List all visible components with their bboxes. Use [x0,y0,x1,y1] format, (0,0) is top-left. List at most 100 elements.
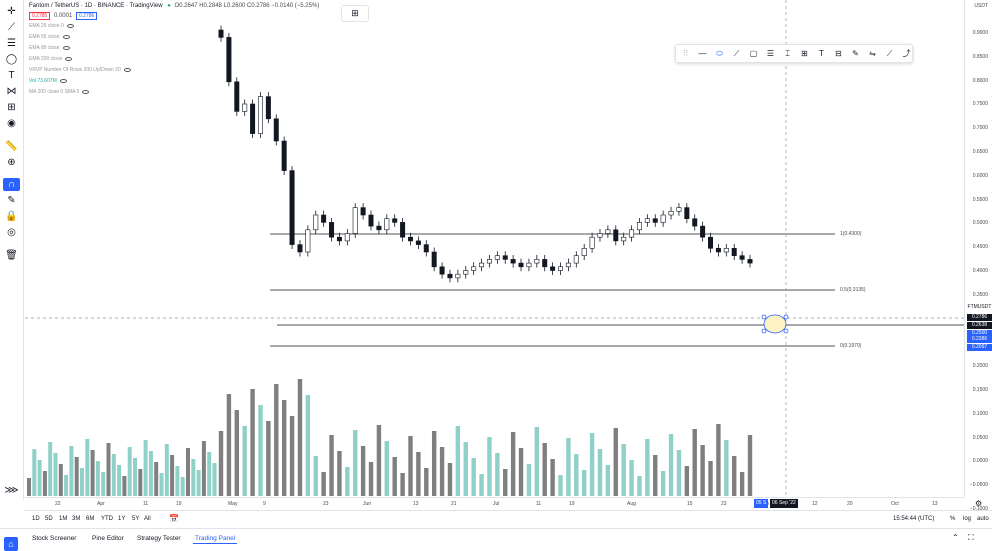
price-unit[interactable]: USDT [974,3,988,9]
candle-body [652,218,658,223]
log-toggle[interactable]: log [963,516,972,522]
pen-icon[interactable]: ✎ [852,49,859,58]
range-button[interactable]: 6M [86,516,95,522]
price-tag: 0.2097 [967,344,992,351]
eye-hidden-icon[interactable] [123,67,131,72]
candle-body [534,259,540,264]
object-tree-icon[interactable]: ⋙ [4,485,19,496]
eye-hidden-icon[interactable] [62,34,70,39]
range-button[interactable]: YTD [101,516,113,522]
symbol-name[interactable]: Fantom / TetherUS [29,3,80,9]
panel-tab[interactable]: Trading Panel [193,535,238,544]
ellipse-handle [761,328,767,334]
range-button[interactable]: 1D [32,516,40,522]
candle-body [281,140,287,171]
range-button[interactable]: 1Y [118,516,126,522]
panel-tab[interactable]: Pine Editor [92,535,124,542]
eye-icon[interactable]: ◎ [7,227,16,238]
clock-time[interactable]: 15:54:44 (UTC) [893,516,935,522]
volume-bar [337,451,342,496]
eye-hidden-icon[interactable] [62,45,70,50]
settings-icon[interactable]: ⚙ [975,499,983,508]
indicator-row[interactable]: EMA 55 close [29,34,70,40]
long-position-icon[interactable]: ⊟ [835,49,842,58]
indicator-row[interactable]: EMA 200 close [29,56,73,62]
ray-icon[interactable]: ⟋ [733,48,740,58]
rectangle-icon[interactable]: ▢ [749,49,758,58]
zoom-icon[interactable]: ⊕ [7,157,16,168]
trend-line-icon[interactable]: ⟋ [8,22,15,33]
tv-logo-icon[interactable]: ⌂ [4,537,18,551]
indicator-row[interactable]: MA 200 close 0 SMA 5 [29,89,90,95]
trash-icon[interactable]: 🗑 [5,250,18,261]
range-button[interactable]: All [144,516,151,522]
projection-icon[interactable]: ⇋ [869,49,876,58]
drag-handle-icon[interactable]: ⠿ [682,49,689,58]
auto-toggle[interactable]: auto [977,516,989,522]
volume-bar [708,461,713,496]
volume-bar [550,459,555,496]
eye-hidden-icon[interactable] [59,78,67,83]
panel-tab[interactable]: Strategy Tester [137,535,181,542]
price-tick: −0.1000 [969,506,988,512]
path-icon[interactable]: ⤴ [902,49,911,58]
price-axis[interactable]: USDT 0.9000 0.8500 0.8000 0.7500 0.7000 0.650… [964,0,992,512]
price-tick: 0.3500 [972,291,988,298]
price-tick: 0.6500 [972,149,988,155]
volume-bar [487,437,492,496]
object-tree-button[interactable]: ⊞ [341,5,369,22]
calendar-icon[interactable]: 📅 [169,514,179,523]
date-range-icon[interactable]: ⊞ [801,49,808,58]
chevron-up-icon[interactable]: ⌃ [952,533,959,542]
lock-icon[interactable]: 🔒 [5,211,18,222]
volume-bar [660,471,666,496]
eye-hidden-icon[interactable] [66,23,74,28]
volume-bar [542,443,547,496]
range-button[interactable]: 5Y [132,516,140,522]
indicator-row[interactable]: EMA 89 close [29,45,70,51]
chart-svg [25,0,964,497]
maximize-icon[interactable]: ⛶ [968,533,974,542]
brush-icon[interactable]: ◉ [7,118,16,129]
candle-body [502,255,508,260]
candle-body [597,233,603,238]
percent-toggle[interactable]: % [950,516,956,522]
ellipse-tool-icon[interactable]: ⬭ [716,48,723,58]
line-icon[interactable]: — [698,49,707,58]
volume-bar [700,445,705,496]
ellipse-icon[interactable]: ◯ [5,54,18,65]
chart-canvas[interactable]: 1(0.4300) 0.5(0.3135) 0(0.1970) [25,0,964,497]
crosshair-icon[interactable]: ✛ [7,6,16,17]
text-tool-icon[interactable]: T [819,49,824,58]
time-axis[interactable]: 22Apr1119May923Jun1321Jul1119Aug1523Sep1… [25,497,964,510]
brush-tool-icon[interactable]: ⟋ [886,48,893,58]
indicator-row[interactable]: Vol 73.607M [29,78,67,84]
fib-icon[interactable]: ☰ [766,49,775,58]
volume-bar [574,454,579,496]
magnet-icon[interactable]: ∩ [3,178,20,191]
price-tick: 0.4000 [972,268,988,274]
horizontal-lines-icon[interactable]: ☰ [7,38,16,49]
eye-hidden-icon[interactable] [65,56,73,61]
drawing-floating-toolbar: ⠿ — ⬭ ⟋ ▢ ☰ ⌶ ⊞ T ⊟ ✎ ⇋ ⟋ ⤴ [675,44,913,63]
ruler-icon[interactable]: 📏 [5,141,18,152]
volume-bar [424,468,429,496]
measure-icon[interactable]: ⊞ [7,102,16,113]
indicator-row[interactable]: VRVP Number Of Rows 200 Up/Down 20 [29,67,131,73]
volume-bar [589,433,595,496]
price-range-icon[interactable]: ⌶ [785,48,790,58]
ask-button[interactable]: 0.2786 [76,12,98,20]
panel-tab[interactable]: Stock Screener [32,535,77,542]
pattern-icon[interactable]: ⋈ [6,86,17,97]
eye-hidden-icon[interactable] [82,89,90,94]
volume-bar [495,453,500,496]
indicator-row[interactable]: EMA 25 close 0 [29,23,74,29]
interval[interactable]: 1D [84,3,93,9]
bid-button[interactable]: 0.2785 [29,12,51,20]
range-button[interactable]: 5D [45,516,53,522]
text-icon[interactable]: T [8,70,15,81]
range-button[interactable]: 3M [72,516,81,522]
range-button[interactable]: 1M [59,516,68,522]
stay-drawing-icon[interactable]: ✎ [7,195,16,206]
volume-bar [58,464,63,496]
